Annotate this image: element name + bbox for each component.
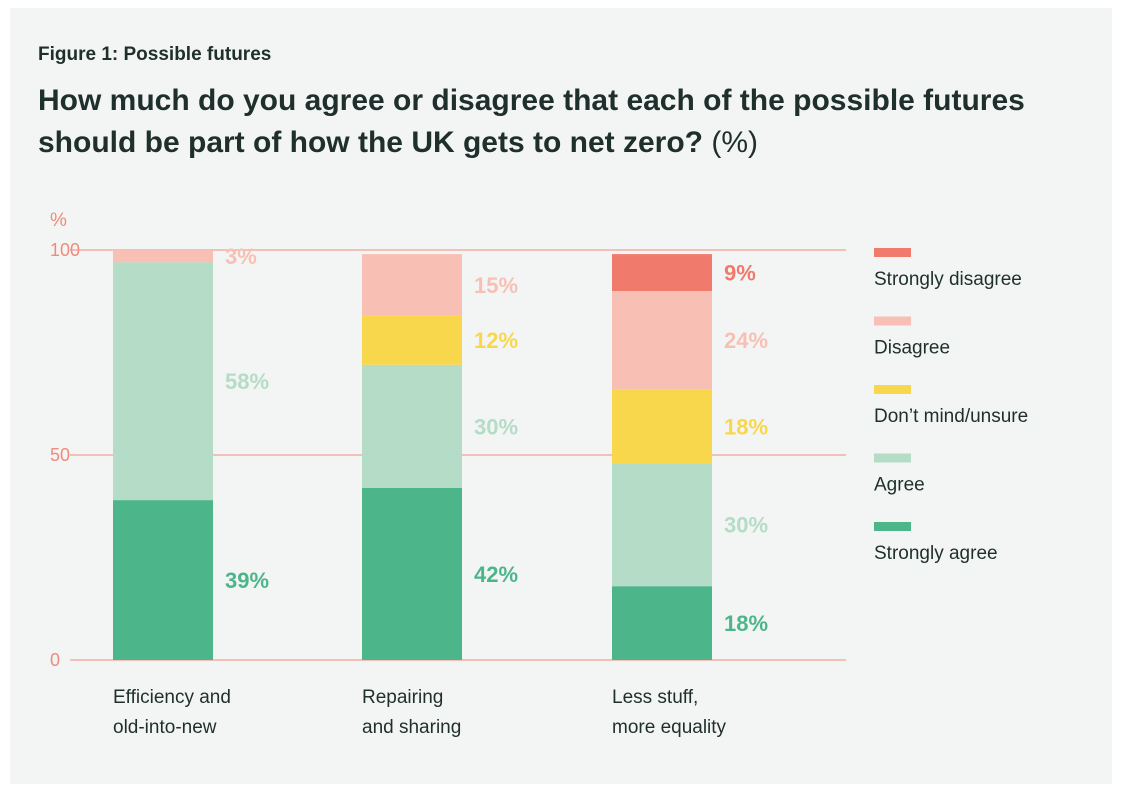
data-label: 30% [724, 513, 768, 538]
legend-label: Strongly disagree [874, 269, 1022, 290]
data-label: 18% [724, 611, 768, 636]
y-axis-label: % [50, 210, 67, 231]
bar-segment-agree [612, 463, 712, 587]
data-label: 39% [225, 568, 269, 593]
x-category-label: old-into-new [113, 717, 217, 738]
legend-label: Don’t mind/unsure [874, 406, 1028, 427]
data-label: 12% [474, 328, 518, 353]
data-label: 42% [474, 562, 518, 587]
bar-segment-dont_mind [612, 389, 712, 464]
bar-segment-disagree [612, 291, 712, 390]
data-label: 58% [225, 369, 269, 394]
legend-swatch-dont_mind [874, 385, 911, 394]
legend-swatch-strongly_disagree [874, 248, 911, 257]
bar-segment-agree [113, 262, 213, 501]
y-tick-label: 0 [50, 650, 60, 670]
data-label: 30% [474, 414, 518, 439]
figure-label: Figure 1: Possible futures [38, 44, 272, 65]
bar-segment-strongly_disagree [612, 254, 712, 291]
x-category-label: Less stuff, [612, 687, 698, 708]
x-category-label: more equality [612, 717, 727, 738]
chart-title-unit: (%) [711, 126, 758, 159]
legend-label: Disagree [874, 338, 950, 359]
chart-title-text: How much do you agree or disagree that e… [38, 84, 1025, 159]
data-label: 18% [724, 414, 768, 439]
bar-segment-disagree [362, 254, 462, 316]
legend-swatch-agree [874, 453, 911, 463]
data-label: 15% [474, 273, 518, 298]
legend-label: Agree [874, 475, 925, 496]
data-label: 3% [225, 244, 257, 269]
y-tick-label: 100 [50, 240, 80, 260]
bar-segment-agree [362, 364, 462, 488]
legend-swatch-disagree [874, 316, 911, 326]
y-tick-label: 50 [50, 445, 70, 465]
legend-label: Strongly agree [874, 543, 998, 564]
bar-segment-dont_mind [362, 315, 462, 365]
x-category-label: and sharing [362, 717, 461, 738]
x-category-label: Efficiency and [113, 687, 231, 708]
bar-segment-strongly_agree [612, 586, 712, 660]
x-category-label: Repairing [362, 687, 443, 708]
bar-segment-strongly_agree [113, 500, 213, 660]
data-label: 24% [724, 328, 768, 353]
bar-segment-strongly_agree [362, 487, 462, 660]
chart-title: How much do you agree or disagree that e… [38, 80, 1078, 164]
bar-segment-disagree [113, 250, 213, 263]
data-label: 9% [724, 261, 756, 286]
legend-swatch-strongly_agree [874, 522, 911, 531]
